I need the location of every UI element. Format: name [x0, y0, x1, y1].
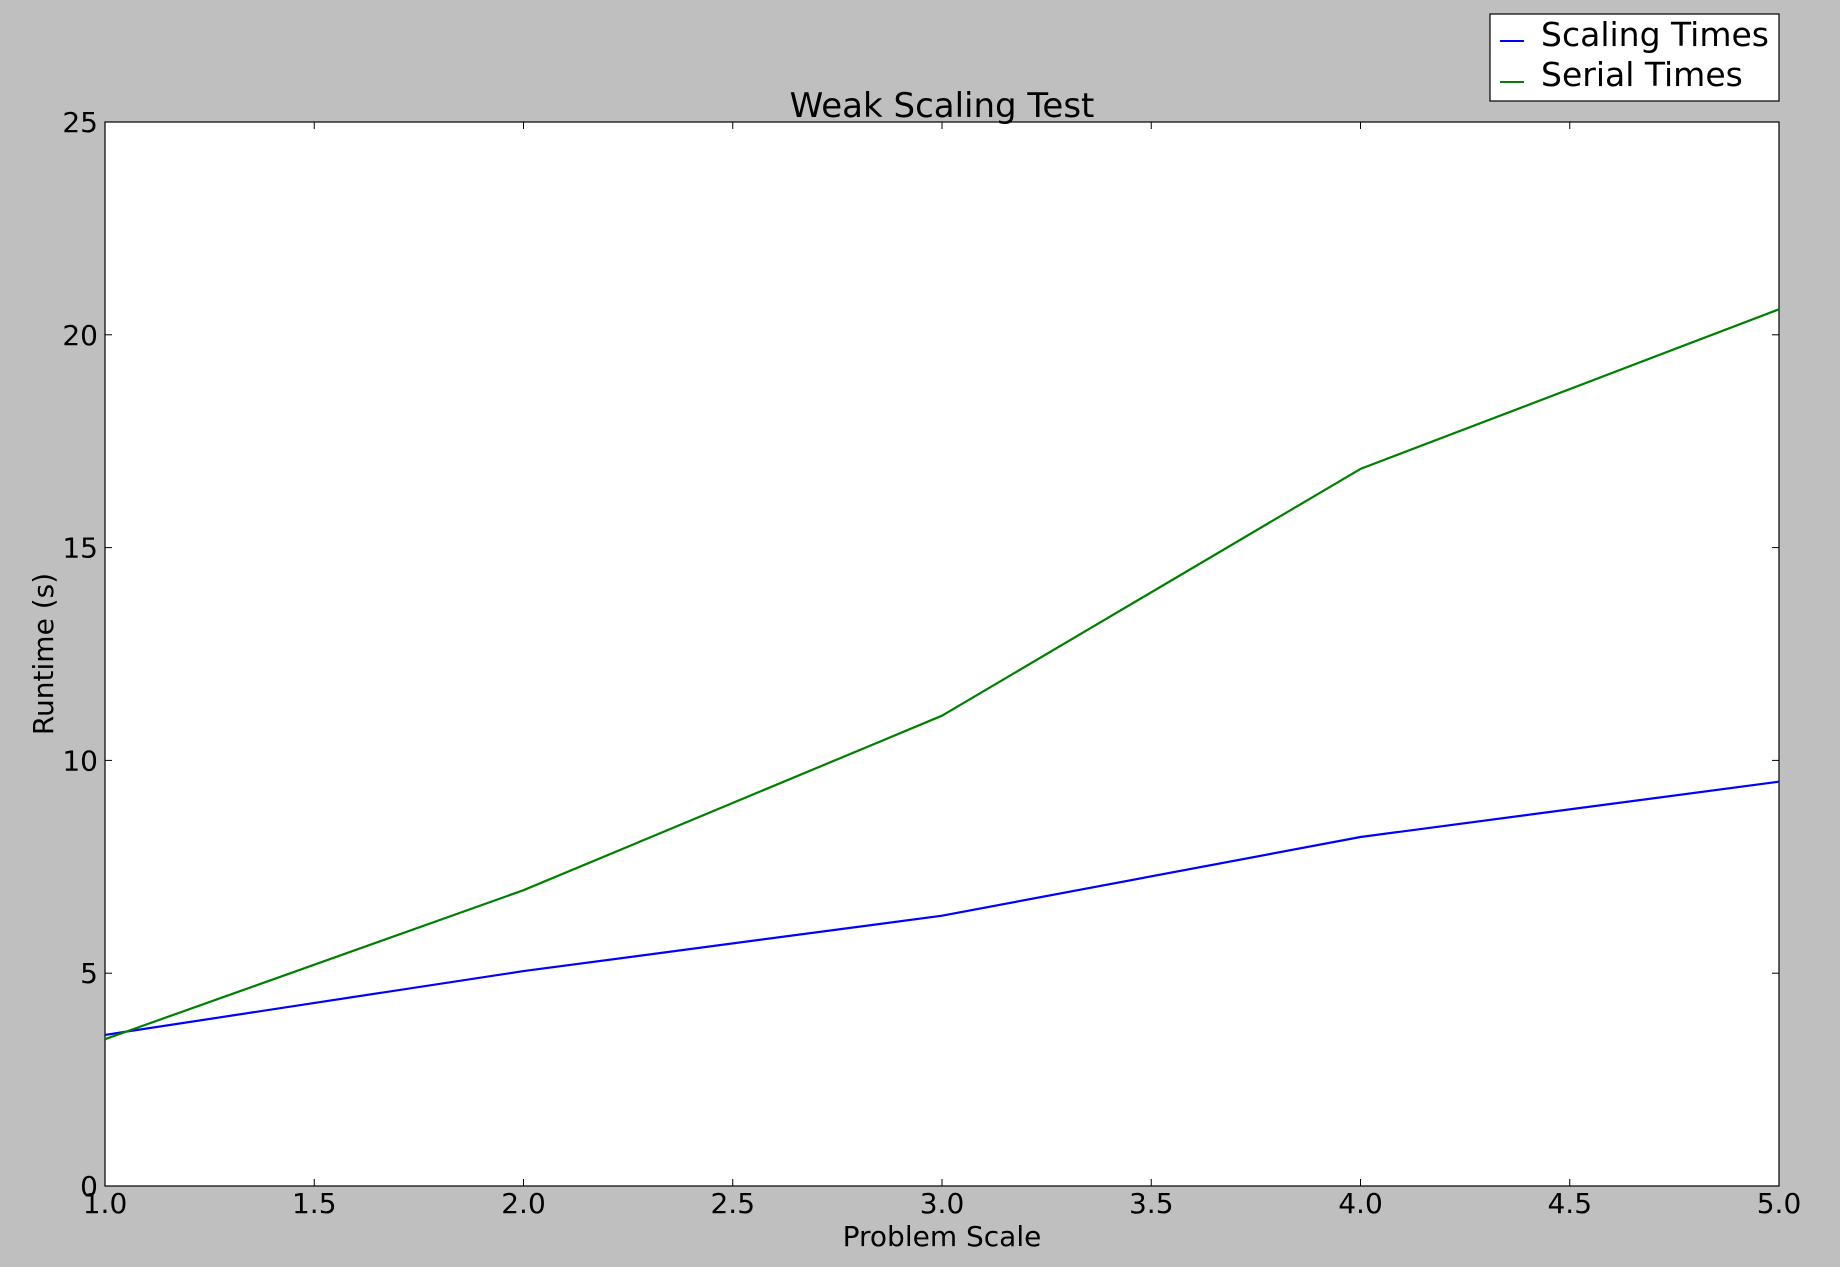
y-tick-label: 5 — [80, 957, 98, 990]
x-tick-label: 4.5 — [1547, 1187, 1592, 1220]
x-tick-label: 1.0 — [83, 1187, 128, 1220]
series-line-serial-times — [104, 308, 1780, 1041]
x-axis-ticks: 1.0 1.5 2.0 2.5 3.0 3.5 4.0 4.5 5.0 — [83, 122, 1802, 1220]
y-tick-label: 10 — [62, 744, 98, 777]
x-tick-label: 1.5 — [292, 1187, 337, 1220]
plot-area — [104, 121, 1780, 1187]
x-tick-label: 2.0 — [501, 1187, 546, 1220]
x-axis-label: Problem Scale — [843, 1220, 1042, 1253]
y-tick-label: 25 — [62, 106, 98, 139]
y-axis-ticks: 0 5 10 15 20 25 — [62, 106, 1779, 1203]
x-tick-label: 2.5 — [710, 1187, 755, 1220]
x-tick-label: 3.5 — [1129, 1187, 1174, 1220]
x-tick-label: 5.0 — [1757, 1187, 1802, 1220]
legend-label-scaling-times: Scaling Times — [1541, 15, 1769, 54]
legend-label-serial-times: Serial Times — [1541, 55, 1743, 94]
y-tick-label: 20 — [62, 319, 98, 352]
y-tick-label: 15 — [62, 532, 98, 565]
x-tick-label: 4.0 — [1338, 1187, 1383, 1220]
series-lines — [104, 308, 1780, 1041]
y-tick-label: 0 — [80, 1170, 98, 1203]
series-line-scaling-times — [104, 780, 1780, 1036]
legend-box — [1489, 13, 1780, 102]
chart-title: Weak Scaling Test — [790, 86, 1095, 126]
x-tick-label: 3.0 — [920, 1187, 965, 1220]
y-axis-label: Runtime (s) — [27, 573, 60, 735]
legend: Scaling Times Serial Times — [1489, 13, 1780, 102]
